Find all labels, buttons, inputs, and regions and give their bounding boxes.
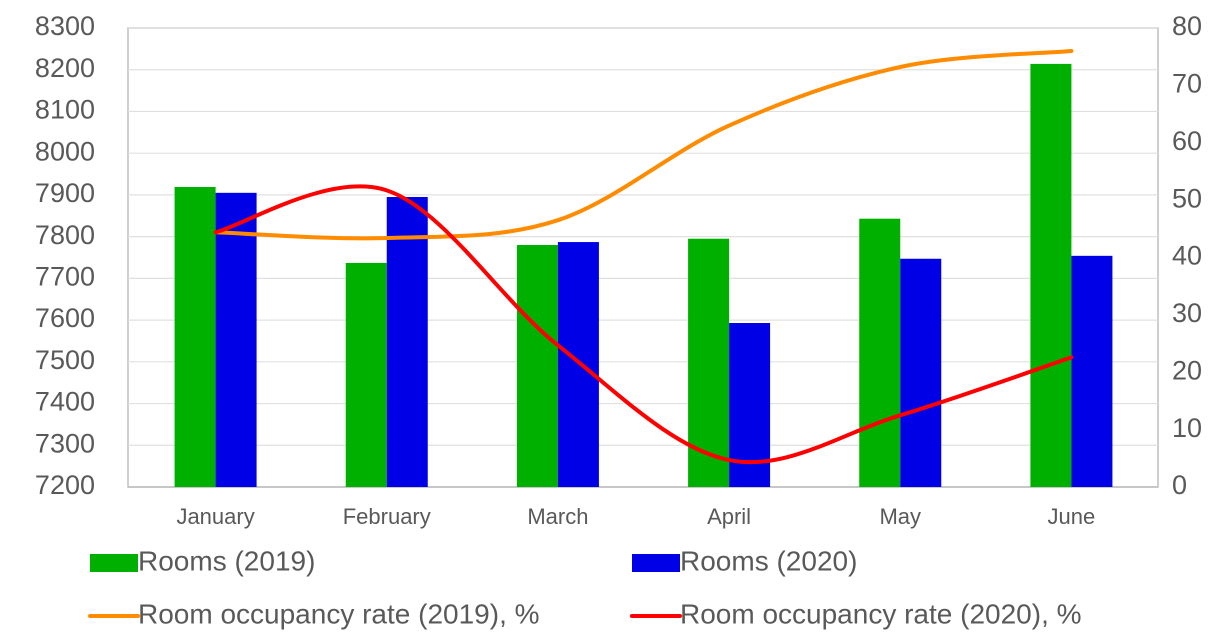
y2-tick-label: 0 [1172, 470, 1187, 500]
line [213, 48, 1074, 241]
y-tick-label: 7700 [35, 261, 95, 291]
legend-swatch [632, 554, 680, 572]
bar [174, 186, 216, 488]
y-tick-label: 7900 [35, 178, 95, 208]
legend-label: Rooms (2019) [138, 545, 315, 576]
x-tick-label: June [1048, 504, 1096, 529]
y-tick-label: 7800 [35, 220, 95, 250]
x-tick-label: February [343, 504, 431, 529]
y-tick-label: 7400 [35, 387, 95, 417]
y2-tick-label: 80 [1172, 11, 1202, 41]
bar [1071, 255, 1113, 487]
bar [516, 244, 558, 487]
bar [900, 258, 942, 487]
y2-tick-label: 20 [1172, 355, 1202, 385]
y2-tick-label: 30 [1172, 298, 1202, 328]
line [213, 184, 1074, 465]
y2-tick-label: 60 [1172, 126, 1202, 156]
legend-label: Rooms (2020) [680, 545, 857, 576]
y-tick-label: 8100 [35, 95, 95, 125]
y-tick-label: 7600 [35, 303, 95, 333]
bar [215, 192, 257, 487]
y-tick-label: 7500 [35, 345, 95, 375]
bar [1030, 63, 1072, 487]
x-tick-label: April [707, 504, 751, 529]
y-tick-label: 8200 [35, 53, 95, 83]
y-tick-label: 8000 [35, 136, 95, 166]
y-tick-label: 8300 [35, 11, 95, 41]
x-tick-label: January [176, 504, 254, 529]
legend-label: Room occupancy rate (2019), % [138, 598, 540, 629]
bar [345, 262, 387, 487]
y-tick-label: 7300 [35, 428, 95, 458]
legend-swatch [90, 554, 138, 572]
bar [688, 238, 730, 487]
y2-tick-label: 10 [1172, 413, 1202, 443]
y2-tick-label: 50 [1172, 183, 1202, 213]
y2-tick-label: 40 [1172, 241, 1202, 271]
legend-label: Room occupancy rate (2020), % [680, 598, 1082, 629]
y2-tick-label: 70 [1172, 69, 1202, 99]
bar [859, 218, 901, 487]
x-tick-label: March [527, 504, 588, 529]
x-tick-label: May [879, 504, 921, 529]
bar [386, 196, 428, 487]
y-tick-label: 7200 [35, 470, 95, 500]
plot-area [127, 27, 1159, 488]
bar [557, 242, 599, 487]
